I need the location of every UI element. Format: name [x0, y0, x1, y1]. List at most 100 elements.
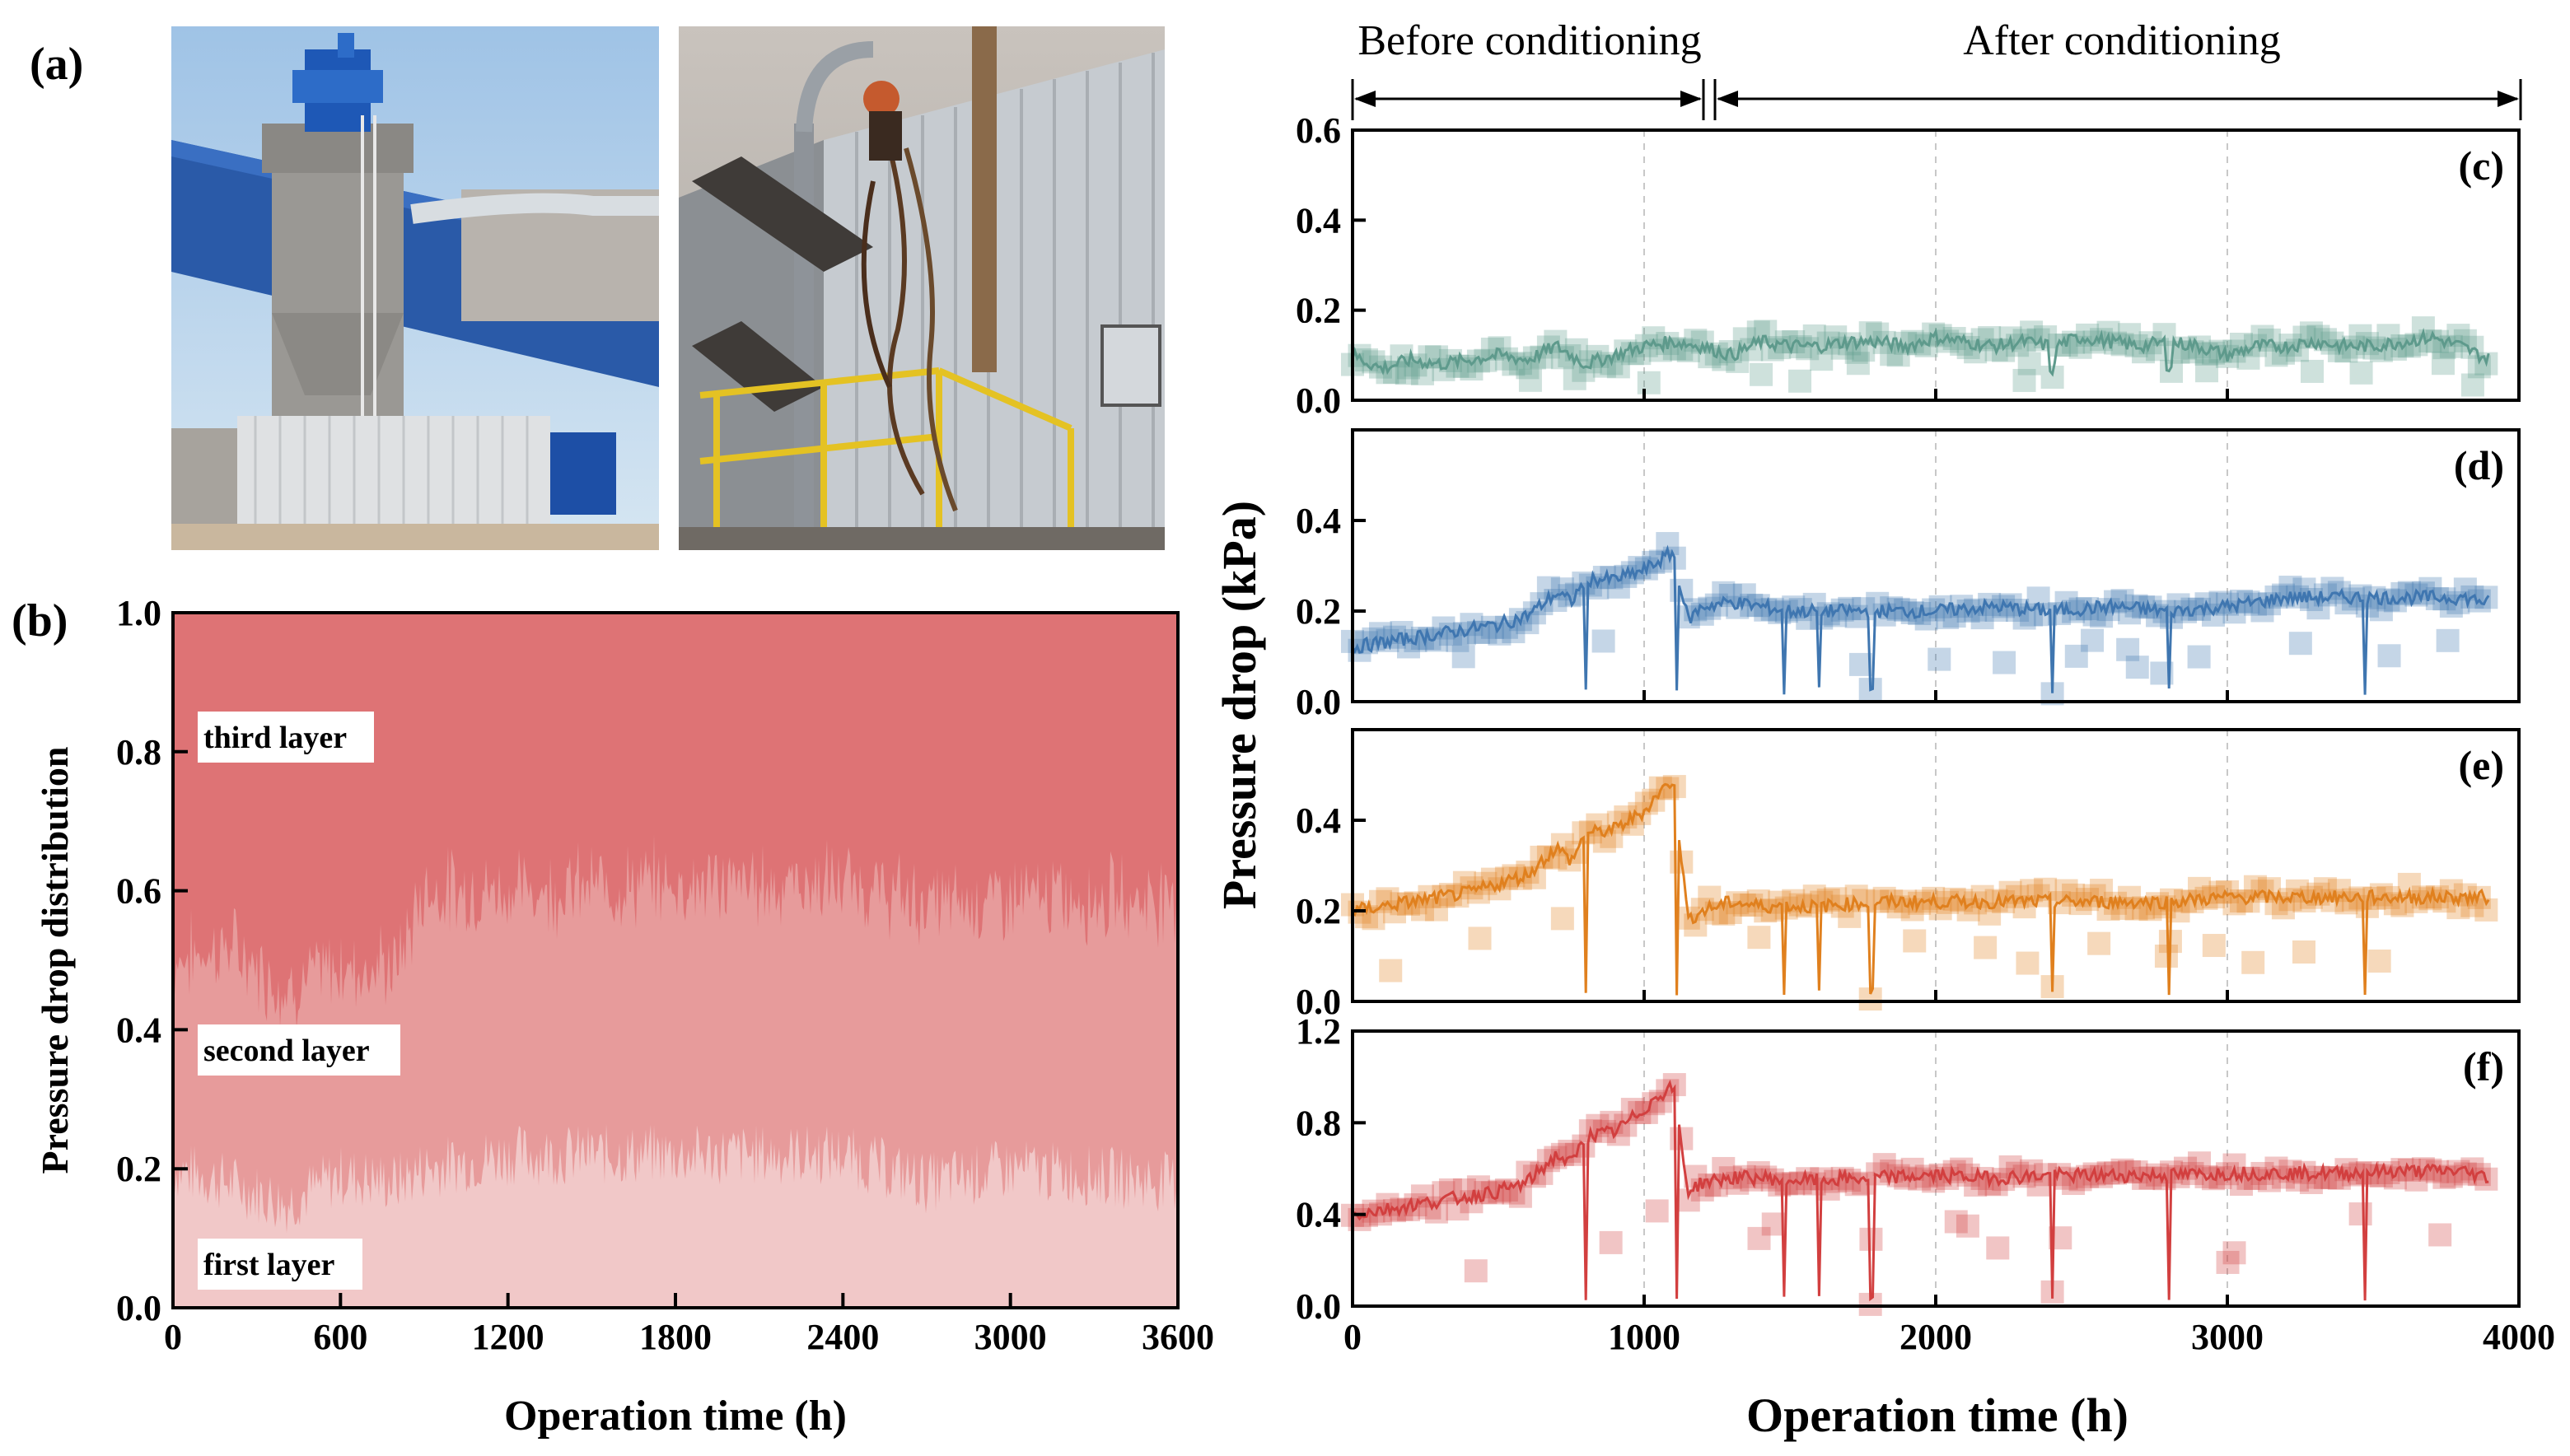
y-tick-label: 0.2: [1296, 591, 1341, 632]
panel-label-e: (e): [2459, 742, 2505, 788]
panel-label-c: (c): [2459, 142, 2505, 189]
data-point: [1852, 1171, 1876, 1195]
y-tick-label: 0.4: [1296, 1195, 1341, 1235]
pressure-drop-plot-c: 0.0 0.2 0.4 0.6: [1296, 110, 2521, 421]
panel-label-b: (b): [12, 595, 68, 646]
y-tick-label: 1.2: [1296, 1011, 1341, 1052]
outlier-point: [2154, 945, 2178, 968]
x-tick-label-b: 0: [164, 1317, 182, 1357]
panel-label-a: (a): [30, 39, 83, 90]
outlier-point: [2064, 644, 2088, 668]
data-point: [2216, 880, 2239, 903]
outlier-point: [2195, 359, 2219, 383]
pressure-drop-plot-d: 0.0 0.2 0.4: [1296, 428, 2521, 722]
outlier-point: [1846, 352, 1870, 376]
outlier-point: [2300, 359, 2324, 383]
data-point: [1474, 871, 1498, 895]
label-second-layer: second layer: [203, 1034, 370, 1068]
data-point: [2188, 597, 2212, 621]
outlier-point: [2017, 352, 2041, 376]
outlier-point: [2202, 934, 2226, 958]
series-line-c: [1351, 327, 2490, 377]
x-tick-label: 0: [1343, 1317, 1362, 1357]
y-tick-label-b: 0.6: [116, 871, 161, 912]
first-layer-area: [173, 1124, 1178, 1308]
x-tick-label: 2000: [1899, 1317, 1972, 1357]
data-point: [1796, 337, 1820, 361]
panel-label-d: (d): [2454, 442, 2504, 488]
outlier-point: [1468, 926, 1492, 950]
x-axis-label-b: Operation time (h): [504, 1393, 847, 1440]
data-point: [2383, 1166, 2407, 1190]
data-point: [1614, 1113, 1638, 1137]
outlier-point: [2431, 352, 2455, 376]
y-tick-label: 0.4: [1296, 200, 1341, 240]
outlier-point: [1599, 1230, 1623, 1254]
outlier-point: [2288, 632, 2312, 656]
outlier-point: [1956, 1214, 1979, 1238]
outlier-point: [1379, 959, 1403, 982]
data-point: [1390, 892, 1414, 916]
data-point: [2460, 335, 2484, 359]
outlier-point: [1903, 929, 1927, 953]
y-tick-label-b: 0.2: [116, 1149, 161, 1189]
y-tick-label: 0.4: [1296, 501, 1341, 541]
before-conditioning-label: Before conditioning: [1357, 17, 1701, 64]
data-point: [2292, 325, 2316, 349]
data-point: [1830, 894, 1854, 918]
outlier-point: [2349, 361, 2373, 385]
x-tick-label-b: 3000: [974, 1317, 1047, 1357]
outlier-point: [2187, 645, 2211, 669]
y-tick-label: 0.0: [1296, 380, 1341, 421]
y-tick-label: 0.0: [1296, 982, 1341, 1022]
data-point: [1522, 866, 1546, 889]
y-axis-label-b: Pressure drop distribution: [34, 747, 76, 1174]
data-point: [1648, 1090, 1672, 1113]
data-point: [1676, 338, 1700, 362]
outlier-point: [1550, 907, 1574, 931]
series-line-d: [1351, 544, 2490, 695]
outlier-point: [2016, 951, 2040, 975]
data-point: [1914, 334, 1938, 357]
outlier-point: [1750, 362, 1773, 386]
outlier-point: [2460, 373, 2484, 397]
data-point: [1950, 1157, 1974, 1181]
outlier-point: [1986, 1236, 2010, 1260]
data-point: [1354, 348, 1378, 372]
data-point: [1950, 889, 1974, 912]
y-tick-label-b: 0.4: [116, 1010, 161, 1050]
legend-first-layer: first layer: [198, 1239, 362, 1290]
outlier-point: [1747, 926, 1771, 950]
y-tick-label: 0.4: [1296, 800, 1341, 841]
data-point: [1852, 597, 1876, 621]
x-tick-label: 3000: [2191, 1317, 2264, 1357]
y-tick-label: 0.8: [1296, 1103, 1341, 1143]
y-tick-label: 0.0: [1296, 682, 1341, 722]
outlier-point: [2116, 637, 2140, 661]
x-tick-label: 4000: [2483, 1317, 2555, 1357]
y-tick-label: 0.2: [1296, 891, 1341, 931]
outlier-point: [1451, 645, 1475, 669]
x-tick-label: 1000: [1608, 1317, 1680, 1357]
outlier-point: [1928, 647, 1951, 671]
outlier-point: [2087, 931, 2111, 955]
data-point: [1922, 598, 1946, 622]
x-tick-label-b: 1200: [472, 1317, 544, 1357]
outlier-point: [2241, 950, 2265, 974]
x-tick-label-b: 3600: [1142, 1317, 1214, 1357]
outlier-point: [2292, 940, 2316, 964]
outlier-point: [2428, 1223, 2452, 1247]
legend-second-layer: second layer: [198, 1024, 400, 1076]
stacked-area-chart: 0 600 1200 1800 2400 3000 3600 0.0 0.2 0.4 0.6 0.8 1…: [34, 593, 1214, 1440]
outlier-point: [1518, 368, 1542, 392]
outlier-point: [2012, 368, 2036, 392]
x-tick-label-b: 600: [313, 1317, 367, 1357]
x-tick-label-b: 2400: [806, 1317, 879, 1357]
after-conditioning-label: After conditioning: [1963, 17, 2281, 64]
outlier-point: [1563, 366, 1586, 390]
outlier-point: [1788, 369, 1812, 393]
outlier-point: [2377, 644, 2401, 668]
data-point: [1424, 1200, 1448, 1224]
outlier-point: [2222, 1241, 2246, 1265]
